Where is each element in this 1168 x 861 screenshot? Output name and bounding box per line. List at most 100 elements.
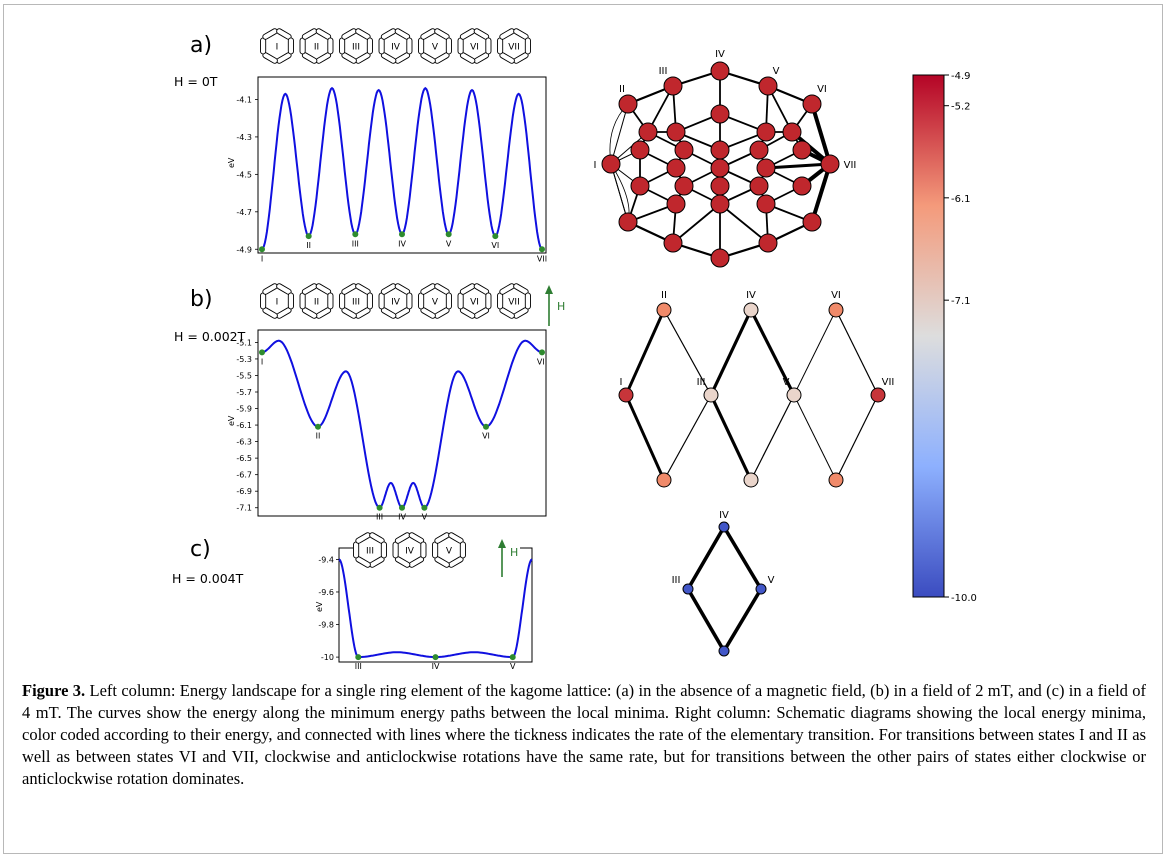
- node-label: VII: [844, 160, 857, 171]
- energy-minimum-node: [710, 104, 730, 124]
- colorbar: [912, 74, 945, 598]
- minimum-point: [399, 504, 405, 511]
- y-tick-label: -4.3: [236, 133, 252, 142]
- minimum-label: VI: [482, 432, 490, 441]
- minimum-label: I: [261, 357, 263, 366]
- y-tick-label: -6.5: [236, 454, 252, 463]
- energy-minimum-node: [756, 194, 776, 214]
- plot-a-ylabel: eV: [227, 157, 236, 168]
- ring-label: V: [432, 298, 439, 308]
- energy-minimum-node: [749, 140, 769, 160]
- colorbar-tick-label: -7.1: [951, 296, 971, 307]
- colorbar-ticks: -4.9 -5.2 -6.1 -7.1 -10.0: [944, 71, 977, 604]
- minimum-label: III: [376, 513, 383, 522]
- energy-minimum-node: [743, 302, 759, 318]
- field-arrow-b: H: [545, 285, 565, 326]
- node-label: I: [594, 160, 597, 171]
- transition-edge: [686, 526, 726, 590]
- ring-element: I: [260, 28, 294, 64]
- ring-strip-a: I II III IV V VI VII: [260, 28, 531, 64]
- transition-edge: [610, 103, 629, 165]
- node-label: I: [620, 377, 623, 388]
- ring-label: I: [276, 43, 279, 53]
- ring-strip-c: III IV V: [353, 532, 466, 568]
- ring-label: III: [366, 547, 374, 557]
- transition-edge: [709, 309, 753, 396]
- field-arrow-c: H: [498, 539, 518, 577]
- minimum-point: [352, 231, 359, 238]
- y-tick-label: -6.9: [236, 487, 252, 496]
- ring-element: III: [339, 283, 373, 319]
- energy-minimum-node: [786, 387, 802, 403]
- ring-element: VII: [497, 28, 531, 64]
- energy-minimum-node: [710, 158, 730, 178]
- y-tick-label: -5.1: [236, 338, 252, 347]
- energy-minimum-node: [755, 583, 767, 595]
- transition-graph-c: IV III V: [672, 510, 775, 657]
- minimum-label: III: [355, 662, 362, 671]
- energy-curve: [262, 339, 542, 509]
- transition-edge: [750, 394, 795, 481]
- minimum-label: IV: [432, 662, 440, 671]
- minimum-label: III: [352, 239, 359, 248]
- minimum-point: [399, 231, 405, 238]
- node-label: IV: [746, 290, 756, 301]
- minimum-point: [421, 504, 428, 511]
- plot-c-axes: [338, 547, 533, 663]
- transition-edge: [749, 309, 796, 396]
- ring-element: VII: [497, 283, 531, 319]
- y-tick-label: -9.4: [318, 555, 334, 564]
- transition-edge: [663, 309, 712, 396]
- node-label: VI: [831, 290, 841, 301]
- energy-minimum-node: [828, 302, 844, 318]
- transition-edge: [672, 203, 721, 244]
- energy-curve: [338, 558, 533, 659]
- transition-edge: [793, 309, 837, 396]
- energy-minimum-node: [792, 140, 812, 160]
- minimum-label: IV: [398, 239, 406, 248]
- energy-minimum-node: [663, 76, 683, 96]
- energy-minimum-node: [802, 94, 822, 114]
- energy-minimum-node: [782, 122, 802, 142]
- energy-minimum-node: [758, 233, 778, 253]
- figure-graphic: a) H = 0T I II III IV V VI VII -4.1-4.3-4.5-4.…: [172, 28, 977, 671]
- ring-element: IV: [392, 532, 427, 568]
- energy-minimum-node: [802, 212, 822, 232]
- minimum-point: [432, 654, 439, 661]
- caption-title: Figure 3.: [22, 681, 86, 700]
- energy-minimum-node: [743, 472, 759, 488]
- minimum-point: [539, 349, 545, 356]
- minimum-point: [355, 654, 362, 661]
- energy-minimum-node: [618, 212, 638, 232]
- y-tick-label: -6.3: [236, 438, 252, 447]
- energy-minimum-node: [710, 176, 730, 196]
- energy-minimum-node: [656, 472, 672, 488]
- minimum-point: [376, 504, 383, 511]
- energy-minimum-node: [749, 176, 769, 196]
- minimum-label: IV: [398, 513, 406, 522]
- transition-edge: [686, 588, 726, 652]
- minimum-label: I: [261, 254, 263, 263]
- y-tick-label: -9.6: [318, 588, 334, 597]
- field-arrow-b-label: H: [557, 300, 565, 313]
- minimum-label: VI: [491, 241, 499, 250]
- ring-element: VI: [457, 28, 492, 64]
- energy-minimum-node: [601, 154, 621, 174]
- minimum-point: [509, 654, 516, 661]
- y-tick-label: -4.7: [236, 208, 252, 217]
- plot-b-ylabel: eV: [227, 415, 236, 426]
- ring-label: II: [314, 43, 319, 53]
- transition-edge: [722, 588, 763, 652]
- minimum-point: [445, 231, 452, 238]
- ring-label: VII: [508, 298, 519, 308]
- energy-minimum-node: [870, 387, 886, 403]
- energy-minimum-node: [718, 645, 730, 657]
- y-tick-label: -6.1: [236, 421, 252, 430]
- transition-edge: [810, 103, 832, 165]
- minimum-label: II: [306, 241, 311, 250]
- energy-minimum-node: [674, 176, 694, 196]
- energy-minimum-node: [756, 122, 776, 142]
- energy-minimum-node: [792, 176, 812, 196]
- energy-minimum-node: [828, 472, 844, 488]
